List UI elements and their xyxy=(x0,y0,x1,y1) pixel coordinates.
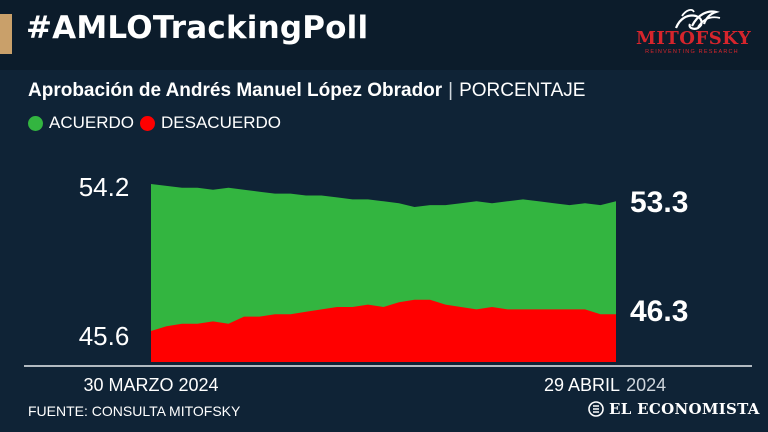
x-tick-start: 30 MARZO 2024 xyxy=(83,375,218,395)
source-note: FUENTE: CONSULTA MITOFSKY xyxy=(28,403,241,419)
el-economista-logo: EL ECONOMISTA xyxy=(588,400,760,418)
start-label-acuerdo: 54.2 xyxy=(79,172,130,202)
header-band: #AMLOTrackingPoll MITOFSKY REINVENTING R… xyxy=(0,0,768,70)
subtitle-main: Aprobación de Andrés Manuel López Obrado… xyxy=(28,80,443,101)
legend-item-acuerdo: ACUERDO xyxy=(28,113,134,133)
mitofsky-logo: MITOFSKY REINVENTING RESEARCH xyxy=(636,6,752,60)
economista-e-icon xyxy=(588,401,604,417)
logo-tagline: REINVENTING RESEARCH xyxy=(645,49,739,55)
end-label-acuerdo: 53.3 xyxy=(630,186,688,219)
end-label-desacuerdo: 46.3 xyxy=(630,295,688,328)
swan-icon xyxy=(674,9,721,30)
brand-wordmark: EL ECONOMISTA xyxy=(609,400,760,418)
subtitle-unit: PORCENTAJE xyxy=(459,80,586,101)
page-title: #AMLOTrackingPoll xyxy=(26,10,369,46)
legend-swatch-desacuerdo xyxy=(140,115,156,131)
legend-swatch-acuerdo xyxy=(28,115,43,131)
x-tick-end: 29 ABRIL 2024 xyxy=(544,375,666,395)
accent-bar xyxy=(0,14,12,54)
start-label-desacuerdo: 45.6 xyxy=(79,321,130,351)
legend-item-desacuerdo: DESACUERDO xyxy=(140,113,281,133)
x-tick-end-year: 2024 xyxy=(626,375,666,395)
chart-subtitle: Aprobación de Andrés Manuel López Obrado… xyxy=(28,80,585,102)
legend-label-desacuerdo: DESACUERDO xyxy=(161,113,281,132)
chart-legend: ACUERDO DESACUERDO xyxy=(28,113,287,133)
subtitle-separator: | xyxy=(448,80,454,101)
logo-wordmark: MITOFSKY xyxy=(636,28,752,49)
area-desacuerdo xyxy=(151,299,616,362)
x-tick-end-date: 29 ABRIL xyxy=(544,375,620,395)
legend-label-acuerdo: ACUERDO xyxy=(49,113,135,132)
